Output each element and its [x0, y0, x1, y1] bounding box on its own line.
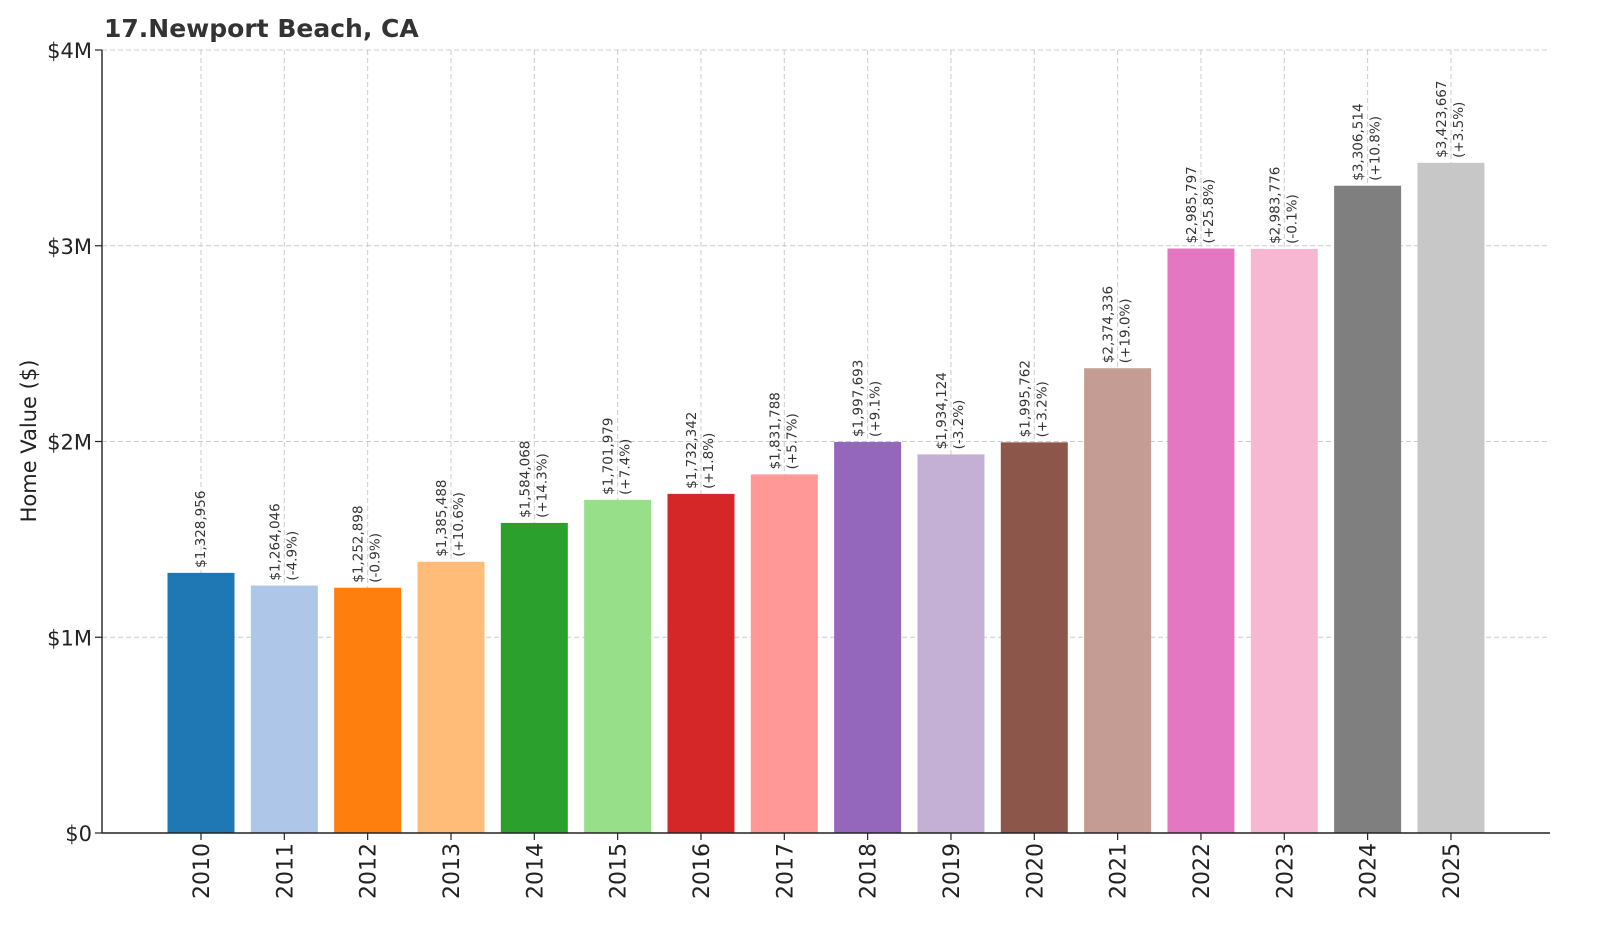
bar-2024 [1334, 185, 1402, 833]
bar-2010 [167, 572, 235, 833]
x-tick-label: 2021 [1107, 843, 1132, 899]
bar-change-label: (+14.3%) [534, 453, 550, 518]
bar-value-label: $3,423,667 [1434, 81, 1450, 158]
bar-change-label: (+25.8%) [1201, 179, 1217, 244]
bar-value-label: $1,584,068 [517, 441, 533, 518]
bar-2011 [250, 585, 318, 833]
axes: $0 $1M $2M $3M $4M 2010 2011 2012 2013 2014 2015 20… [47, 39, 1550, 899]
bar-change-label: (+7.4%) [618, 439, 634, 495]
x-tick-label: 2024 [1357, 843, 1382, 899]
y-axis-label: Home Value ($) [17, 360, 41, 523]
bar-value-label: $1,997,693 [851, 360, 867, 437]
x-tick-label: 2023 [1273, 843, 1298, 899]
x-tick-label: 2015 [607, 843, 632, 899]
bar-value-label: $1,995,762 [1017, 360, 1033, 437]
x-tick-label: 2017 [773, 843, 798, 899]
grid-lines [102, 49, 1550, 834]
y-tick-label: $4M [47, 39, 92, 63]
bar-change-label: (-4.9%) [284, 531, 300, 581]
x-tick-label: 2022 [1190, 843, 1215, 899]
bar-value-label: $1,732,342 [684, 412, 700, 489]
bar-2012 [334, 587, 402, 833]
bar-2016 [667, 493, 735, 833]
bar-value-label: $1,328,956 [193, 491, 209, 568]
x-tick-label: 2018 [857, 843, 882, 899]
bar-2018 [834, 441, 902, 833]
x-tick-label: 2012 [357, 843, 382, 899]
bar-2013 [417, 561, 485, 833]
bar-change-label: (+3.5%) [1451, 102, 1467, 158]
bar-change-label: (+1.8%) [701, 433, 717, 489]
bar-value-label: $1,264,046 [267, 503, 283, 580]
x-tick-label: 2019 [940, 843, 965, 899]
x-tick-label: 2016 [690, 843, 715, 899]
x-tick-label: 2010 [190, 843, 215, 899]
bar-change-label: (+10.8%) [1368, 116, 1384, 181]
bar-2022 [1167, 248, 1235, 833]
bar-value-label: $1,252,898 [351, 505, 367, 582]
chart-title: 17.Newport Beach, CA [104, 14, 419, 43]
bar-2025 [1417, 162, 1485, 833]
bar-2021 [1084, 368, 1152, 833]
bar-value-label: $1,934,124 [934, 372, 950, 449]
bar-2015 [584, 499, 652, 833]
bar-2020 [1000, 442, 1068, 833]
bar-value-label: $1,701,979 [601, 418, 617, 495]
bars [167, 162, 1485, 833]
bar-2017 [750, 474, 818, 833]
x-tick-label: 2025 [1440, 843, 1465, 899]
bar-change-label: (+5.7%) [784, 413, 800, 469]
x-tick-label: 2014 [523, 843, 548, 899]
x-tick-label: 2011 [273, 843, 298, 899]
bar-labels: $1,328,956 $1,264,046 (-4.9%) $1,252,898 (-0… [193, 81, 1467, 583]
bar-change-label: (-3.2%) [951, 400, 967, 450]
bar-value-label: $2,374,336 [1101, 286, 1117, 363]
bar-value-label: $1,385,488 [434, 479, 450, 556]
y-tick-label: $1M [47, 626, 92, 650]
bar-value-label: $1,831,788 [767, 392, 783, 469]
bar-2019 [917, 454, 985, 833]
bar-2014 [500, 522, 568, 833]
y-tick-label: $0 [65, 822, 92, 846]
bar-value-label: $2,985,797 [1184, 166, 1200, 243]
bar-change-label: (+10.6%) [451, 492, 467, 557]
bar-2023 [1250, 248, 1318, 833]
bar-change-label: (-0.9%) [368, 533, 384, 583]
bar-value-label: $2,983,776 [1267, 167, 1283, 244]
bar-change-label: (+3.2%) [1034, 381, 1050, 437]
bar-value-label: $3,306,514 [1351, 103, 1367, 180]
bar-change-label: (+9.1%) [868, 381, 884, 437]
bar-change-label: (-0.1%) [1284, 194, 1300, 244]
bar-change-label: (+19.0%) [1118, 298, 1134, 363]
x-tick-label: 2013 [440, 843, 465, 899]
x-tick-label: 2020 [1023, 843, 1048, 899]
y-tick-label: $2M [47, 431, 92, 455]
y-tick-label: $3M [47, 235, 92, 259]
